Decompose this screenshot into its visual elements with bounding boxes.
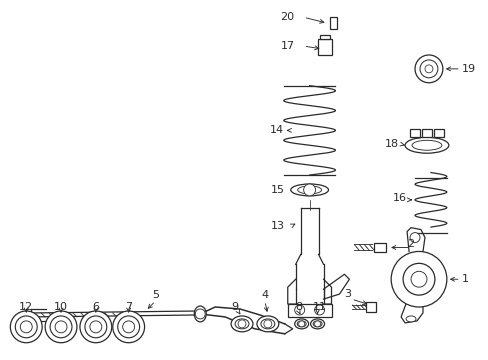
Circle shape [314, 305, 324, 315]
Ellipse shape [414, 55, 442, 83]
Ellipse shape [405, 316, 415, 322]
Circle shape [80, 311, 112, 343]
Polygon shape [287, 304, 331, 317]
Text: 12: 12 [19, 302, 33, 312]
Text: 2: 2 [406, 239, 413, 248]
Ellipse shape [235, 319, 248, 329]
Circle shape [314, 321, 320, 327]
Circle shape [264, 320, 271, 328]
Circle shape [409, 233, 419, 243]
Text: 9: 9 [231, 302, 238, 312]
Circle shape [45, 311, 77, 343]
Ellipse shape [419, 60, 437, 78]
Ellipse shape [411, 140, 441, 150]
Circle shape [55, 321, 67, 333]
Text: 15: 15 [270, 185, 284, 195]
Circle shape [122, 321, 134, 333]
Circle shape [390, 251, 446, 307]
Circle shape [303, 184, 315, 196]
Ellipse shape [297, 321, 305, 327]
Polygon shape [421, 129, 431, 137]
Text: 5: 5 [152, 290, 159, 300]
Text: 14: 14 [269, 125, 283, 135]
Polygon shape [373, 243, 386, 252]
Ellipse shape [194, 306, 206, 322]
Polygon shape [319, 35, 329, 39]
Ellipse shape [290, 184, 328, 196]
Text: 18: 18 [384, 139, 398, 149]
Ellipse shape [261, 319, 274, 329]
Ellipse shape [294, 319, 308, 329]
Ellipse shape [312, 321, 322, 327]
Polygon shape [317, 39, 331, 55]
Ellipse shape [310, 319, 324, 329]
Circle shape [294, 305, 304, 315]
Circle shape [50, 316, 72, 338]
Text: 11: 11 [312, 302, 326, 312]
Circle shape [238, 320, 245, 328]
Circle shape [118, 316, 139, 338]
Circle shape [90, 321, 102, 333]
Text: 7: 7 [125, 302, 132, 312]
Ellipse shape [404, 137, 448, 153]
Ellipse shape [424, 65, 432, 73]
Text: 17: 17 [280, 41, 294, 51]
Text: 1: 1 [461, 274, 468, 284]
Polygon shape [433, 129, 443, 137]
Text: 8: 8 [295, 302, 302, 312]
Text: 4: 4 [261, 290, 268, 300]
Circle shape [20, 321, 32, 333]
Circle shape [10, 311, 42, 343]
Polygon shape [366, 302, 375, 312]
Text: 10: 10 [54, 302, 68, 312]
Circle shape [298, 321, 304, 327]
Ellipse shape [297, 186, 321, 194]
Text: 16: 16 [392, 193, 406, 203]
Text: 19: 19 [461, 64, 475, 74]
Circle shape [113, 311, 144, 343]
Circle shape [195, 309, 205, 319]
Circle shape [15, 316, 37, 338]
Circle shape [402, 264, 434, 295]
Circle shape [85, 316, 106, 338]
Polygon shape [329, 17, 337, 29]
Polygon shape [409, 129, 419, 137]
Text: 6: 6 [92, 302, 99, 312]
Text: 3: 3 [343, 289, 350, 299]
Text: 20: 20 [280, 12, 294, 22]
Ellipse shape [231, 316, 252, 332]
Ellipse shape [256, 316, 278, 332]
Text: 13: 13 [270, 221, 284, 231]
Circle shape [410, 271, 426, 287]
